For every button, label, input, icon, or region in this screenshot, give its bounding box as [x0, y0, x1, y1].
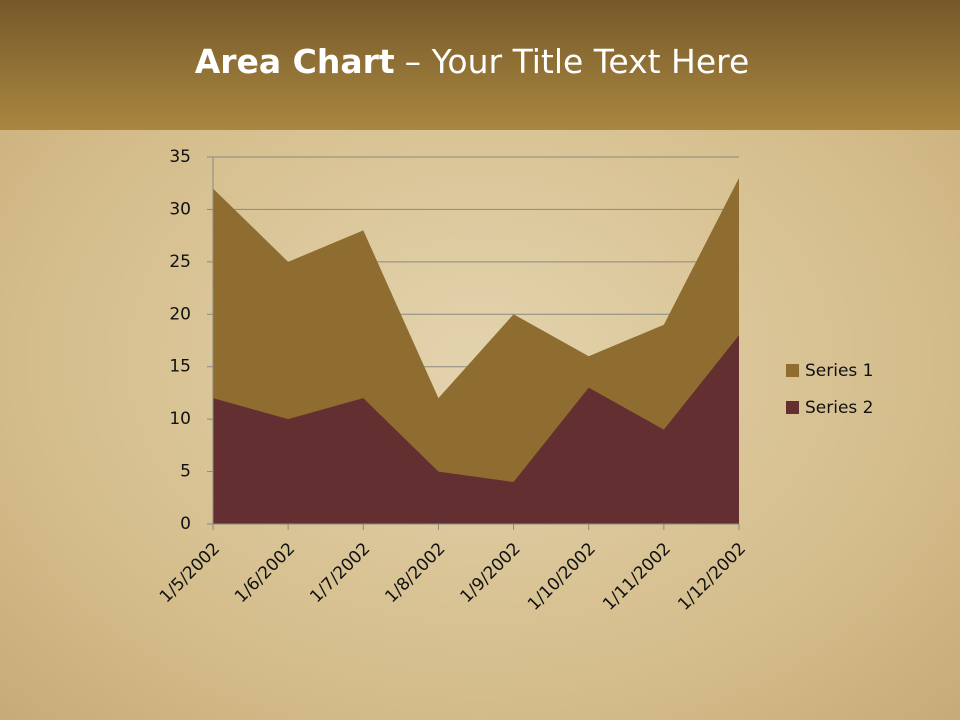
title: Area Chart – Your Title Text Here: [195, 42, 750, 81]
y-tick-label: 35: [169, 147, 191, 167]
y-tick-label: 25: [169, 252, 191, 272]
y-tick-label: 0: [180, 514, 191, 534]
y-tick-label: 30: [169, 199, 191, 219]
legend-swatch: [786, 401, 799, 414]
title-bold: Area Chart: [195, 42, 395, 81]
area: [213, 335, 739, 524]
y-tick-label: 15: [169, 357, 191, 377]
title-rest: – Your Title Text Here: [405, 42, 750, 81]
legend-label: Series 1: [805, 361, 874, 381]
legend-swatch: [786, 364, 799, 377]
title-band: [0, 0, 960, 130]
y-tick-label: 10: [169, 409, 191, 429]
legend-label: Series 2: [805, 398, 874, 418]
y-tick-label: 20: [169, 304, 191, 324]
y-tick-label: 5: [180, 462, 191, 482]
